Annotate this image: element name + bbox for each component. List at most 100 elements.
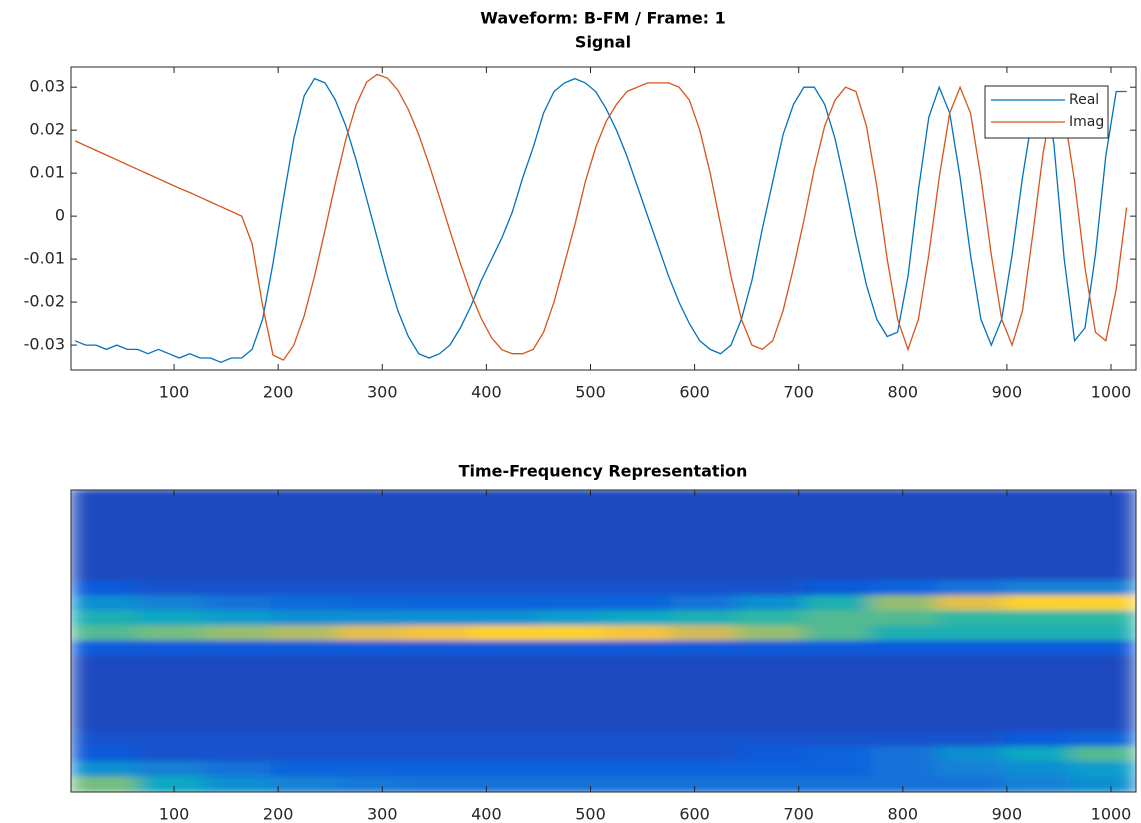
heatmap-cell <box>536 610 605 627</box>
heatmap-cell <box>270 700 339 717</box>
heatmap-cell <box>337 716 405 733</box>
legend-box <box>984 85 1109 139</box>
heatmap-cell <box>803 761 872 778</box>
heatmap-cell <box>536 700 605 717</box>
heatmap-cell <box>870 655 938 672</box>
heatmap-cell <box>670 565 738 582</box>
heatmap-cell <box>870 490 938 506</box>
figure-title: Waveform: B-FM / Frame: 1 <box>480 9 726 28</box>
y-tick-label: -0.01 <box>24 249 65 268</box>
x-tick-label: 200 <box>263 383 294 402</box>
heatmap-cell <box>403 534 472 551</box>
heatmap-cell <box>137 565 205 582</box>
heatmap-cell <box>337 610 405 627</box>
heatmap-cell <box>536 534 605 551</box>
heatmap-cell <box>736 504 805 521</box>
heatmap-cell <box>1003 746 1071 763</box>
heatmap-cell <box>536 746 605 763</box>
heatmap-cell <box>803 519 872 536</box>
legend-label: Imag <box>1069 114 1104 130</box>
heatmap-cell <box>71 534 139 551</box>
heatmap-cell <box>403 746 472 763</box>
heatmap-cell <box>670 640 738 657</box>
heatmap-cell <box>536 490 605 506</box>
y-tick-label: 0.02 <box>29 120 65 139</box>
heatmap-cell <box>71 670 139 687</box>
heatmap-cell <box>803 685 872 702</box>
heatmap-cell <box>936 549 1005 566</box>
heatmap-cell <box>670 761 738 778</box>
heatmap-cell <box>337 534 405 551</box>
heatmap-cell <box>470 610 538 627</box>
heatmap-cell <box>936 580 1005 597</box>
heatmap-cell <box>603 534 672 551</box>
heatmap-cell <box>1069 610 1136 627</box>
x-tick-label: 400 <box>471 383 502 402</box>
heatmap-cell <box>670 700 738 717</box>
heatmap-cell <box>1069 776 1136 792</box>
heatmap-cell <box>936 565 1005 582</box>
heatmap-cell <box>736 670 805 687</box>
heatmap-cell <box>536 685 605 702</box>
heatmap-cell <box>137 746 205 763</box>
heatmap-cell <box>470 549 538 566</box>
heatmap-cell <box>71 685 139 702</box>
heatmap-cell <box>670 746 738 763</box>
line-series <box>74 73 1128 361</box>
heatmap-cell <box>337 565 405 582</box>
heatmap-cell <box>536 670 605 687</box>
heatmap-cell <box>870 595 938 612</box>
heatmap-cell <box>137 731 205 748</box>
heatmap-cell <box>71 595 139 612</box>
heatmap-cell <box>1003 685 1071 702</box>
heatmap-cell <box>470 655 538 672</box>
heatmap-cell <box>71 490 139 506</box>
plot-area <box>71 490 1136 792</box>
line-series <box>74 77 1127 364</box>
heatmap-cell <box>137 685 205 702</box>
heatmap-cell <box>270 655 339 672</box>
x-tick-label: 300 <box>367 383 398 402</box>
heatmap-cell <box>936 595 1005 612</box>
heatmap-cell <box>137 610 205 627</box>
heatmap-cell <box>736 716 805 733</box>
heatmap-cell <box>470 670 538 687</box>
heatmap-cell <box>1069 595 1136 612</box>
heatmap-cell <box>270 580 339 597</box>
heatmap-cell <box>137 716 205 733</box>
heatmap-cell <box>203 519 272 536</box>
heatmap-cell <box>470 776 538 792</box>
heatmap-cell <box>936 685 1005 702</box>
heatmap-cell <box>337 625 405 642</box>
heatmap-cell <box>870 716 938 733</box>
heatmap-cell <box>736 746 805 763</box>
heatmap-cell <box>203 580 272 597</box>
heatmap-cell <box>936 519 1005 536</box>
heatmap-cell <box>603 490 672 506</box>
heatmap-cell <box>736 731 805 748</box>
heatmap-cell <box>203 565 272 582</box>
heatmap-cell <box>870 670 938 687</box>
heatmap-cell <box>1003 519 1071 536</box>
heatmap-cell <box>1069 625 1136 642</box>
heatmap-cell <box>736 595 805 612</box>
heatmap-cell <box>1069 565 1136 582</box>
heatmap-cell <box>870 565 938 582</box>
heatmap-cell <box>670 716 738 733</box>
heatmap-cell <box>1003 655 1071 672</box>
heatmap-cell <box>603 655 672 672</box>
heatmap-cell <box>337 700 405 717</box>
x-tick-label: 900 <box>992 805 1023 823</box>
heatmap-cell <box>403 610 472 627</box>
y-tick-label: -0.02 <box>24 292 65 311</box>
x-tick-label: 1000 <box>1091 383 1132 402</box>
heatmap-cell <box>470 519 538 536</box>
heatmap-cell <box>1003 549 1071 566</box>
heatmap-cell <box>137 761 205 778</box>
heatmap-cell <box>470 490 538 506</box>
heatmap-cell <box>403 761 472 778</box>
heatmap-cell <box>270 761 339 778</box>
plot-area <box>74 73 1128 364</box>
heatmap-cell <box>803 610 872 627</box>
heatmap-cell <box>403 685 472 702</box>
